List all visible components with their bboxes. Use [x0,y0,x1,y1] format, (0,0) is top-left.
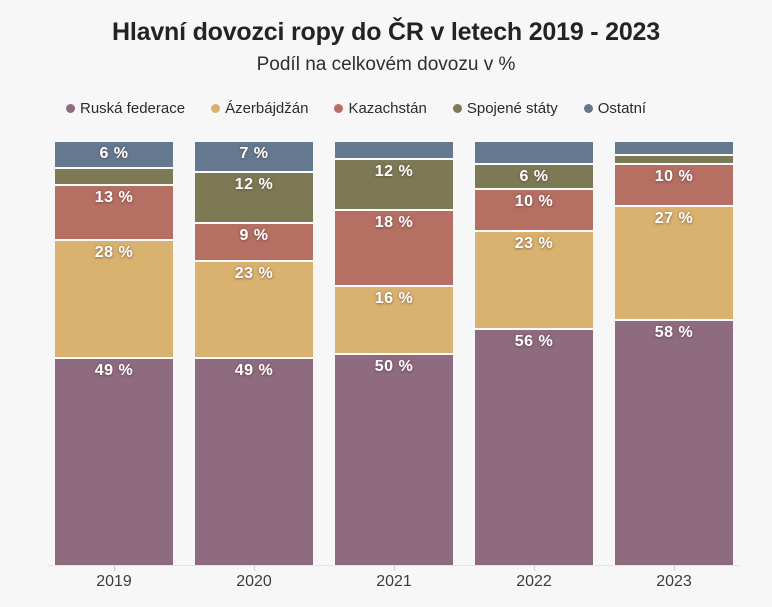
legend-label: Ruská federace [80,100,186,118]
x-axis-tick [615,565,733,571]
x-axis-labels: 2019 2020 2021 2022 2023 [55,573,733,591]
bars-area: 6 % 13 % 28 % 49 % 7 % 12 % 9 % 23 % 49 % 12 % 18 … [55,141,733,565]
bar-segment-2021-3[interactable]: 18 % [335,209,453,286]
legend-dot-icon [334,104,344,114]
bar-segment-2020-3[interactable]: 9 % [195,221,313,260]
bar-segment-2020-2[interactable]: 23 % [195,259,313,358]
segment-value-label: 23 % [514,235,554,253]
legend-dot-icon [211,104,221,114]
legend-dot-icon [66,104,75,114]
tick-mark [253,565,255,571]
chart-title: Hlavní dovozci ropy do ČR v letech 2019 … [112,18,660,46]
segment-value-label: 7 % [239,144,269,162]
bar-segment-2022-4[interactable]: 6 % [475,162,593,189]
bar-2019: 6 % 13 % 28 % 49 % [55,141,173,565]
bar-2023: 10 % 27 % 58 % [615,141,733,565]
legend-item-2[interactable]: Ázerbájdžán [211,100,308,117]
bar-segment-2023-2[interactable]: 27 % [615,204,733,320]
legend-dot-icon [583,104,593,114]
bar-segment-2020-5[interactable]: 7 % [195,141,313,172]
x-axis-label-2019: 2019 [96,572,132,590]
bar-segment-2022-5[interactable] [475,141,593,163]
legend-label: Spojené státy [466,100,558,118]
bar-segment-2023-5[interactable] [615,141,733,155]
x-axis-tick [55,565,173,571]
x-axis-label-2021: 2021 [376,572,412,590]
x-axis-tick [195,565,313,571]
legend-item-3[interactable]: Kazachstán [334,100,427,118]
segment-value-label: 50 % [374,358,414,375]
segment-value-label: 12 % [374,163,414,181]
bar-2020: 7 % 12 % 9 % 23 % 49 % [195,141,313,565]
legend-item-1[interactable]: Ruská federace [66,100,185,117]
tick-mark [113,565,115,571]
x-axis-line [47,564,741,566]
segment-value-label: 23 % [234,264,274,282]
legend-dot-icon [452,104,462,114]
bar-2022: 6 % 10 % 23 % 56 % [475,141,593,565]
bar-segment-2022-3[interactable]: 10 % [475,188,593,231]
segment-value-label: 10 % [514,193,554,211]
bar-segment-2023-1[interactable]: 58 % [615,319,733,565]
legend-label: Ostatní [597,100,647,118]
legend-item-4[interactable]: Spojené státy [452,100,558,118]
x-axis-label-2022: 2022 [516,572,552,590]
bar-segment-2021-5[interactable] [335,141,453,159]
tick-mark [673,565,675,571]
bar-segment-2020-1[interactable]: 49 % [195,357,313,565]
segment-value-label: 13 % [94,188,134,206]
segment-value-label: 58 % [654,324,694,342]
bar-segment-2021-1[interactable]: 50 % [335,353,453,565]
segment-value-label: 56 % [514,332,554,350]
segment-value-label: 6 % [519,167,549,185]
segment-value-label: 49 % [234,362,274,380]
bar-segment-2021-2[interactable]: 16 % [335,285,453,353]
bar-segment-2019-3[interactable]: 13 % [55,183,173,239]
segment-value-label: 18 % [374,214,414,232]
bar-segment-2023-4[interactable] [615,154,733,163]
bar-segment-2019-4[interactable] [55,166,173,184]
chart-subtitle: Podíl na celkovém dovozu v % [256,53,516,75]
segment-value-label: 6 % [99,144,129,162]
segment-value-label: 49 % [94,362,134,380]
bar-segment-2022-1[interactable]: 56 % [475,327,593,565]
legend: Ruská federace Ázerbájdžán Kazachstán Spoje… [66,100,772,118]
legend-label: Kazachstán [348,100,427,118]
bar-segment-2022-2[interactable]: 23 % [475,230,593,328]
segment-value-label: 16 % [374,290,414,308]
segment-value-label: 12 % [234,176,274,194]
bar-segment-2019-2[interactable]: 28 % [55,238,173,358]
x-axis-tick [475,565,593,571]
tick-mark [533,565,535,571]
bar-segment-2019-1[interactable]: 49 % [55,357,173,565]
x-axis-ticks [55,565,733,571]
bar-segment-2023-3[interactable]: 10 % [615,162,733,205]
segment-value-label: 9 % [239,226,269,244]
tick-mark [393,565,395,571]
x-axis-tick [335,565,453,571]
bar-2021: 12 % 18 % 16 % 50 % [335,141,453,565]
bar-segment-2021-4[interactable]: 12 % [335,158,453,210]
segment-value-label: 27 % [654,209,694,227]
bar-segment-2019-5[interactable]: 6 % [55,141,173,167]
legend-item-5[interactable]: Ostatní [583,100,647,118]
x-axis-label-2023: 2023 [656,572,692,590]
segment-value-label: 10 % [654,167,694,185]
segment-value-label: 28 % [94,243,134,261]
bar-segment-2020-4[interactable]: 12 % [195,171,313,222]
legend-label: Ázerbájdžán [225,100,309,118]
x-axis-label-2020: 2020 [236,572,272,590]
